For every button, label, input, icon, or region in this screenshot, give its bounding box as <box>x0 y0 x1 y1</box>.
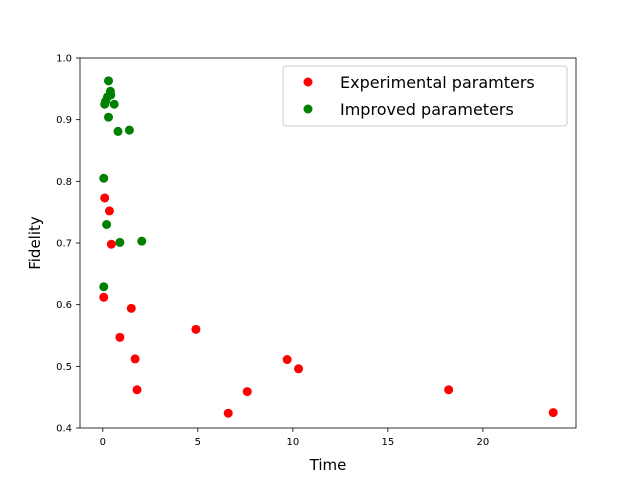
point-experimental <box>130 354 140 364</box>
y-tick-label: 0.4 <box>56 424 72 435</box>
point-experimental <box>294 364 304 374</box>
point-experimental <box>132 385 142 395</box>
y-tick-label: 0.6 <box>56 300 72 311</box>
points-layer <box>99 76 558 418</box>
point-experimental <box>100 193 110 203</box>
point-experimental <box>282 355 292 365</box>
point-experimental <box>191 324 201 334</box>
x-axis-label: Time <box>309 456 347 474</box>
x-tick-label: 0 <box>100 437 106 448</box>
point-improved <box>109 99 119 109</box>
point-improved <box>124 125 134 135</box>
legend-label-improved: Improved parameters <box>340 100 514 119</box>
point-experimental <box>242 387 252 397</box>
legend-marker-experimental <box>303 77 313 87</box>
y-tick-label: 0.9 <box>56 115 72 126</box>
point-improved <box>104 112 114 122</box>
point-improved <box>99 173 109 183</box>
y-tick-label: 1.0 <box>56 54 72 65</box>
point-experimental <box>223 408 233 418</box>
legend-label-experimental: Experimental paramters <box>340 73 535 92</box>
point-improved <box>99 282 109 292</box>
point-improved <box>104 76 114 86</box>
y-axis-ticks: 0.4 0.5 0.6 0.7 0.8 0.9 1.0 <box>56 54 80 435</box>
point-experimental <box>444 385 454 395</box>
point-improved <box>137 236 147 246</box>
legend-box <box>282 65 568 127</box>
point-improved <box>115 237 125 247</box>
point-improved <box>102 220 112 229</box>
x-axis-ticks: 0 5 10 15 20 <box>100 428 490 448</box>
y-tick-label: 0.8 <box>56 177 72 188</box>
legend-marker-improved <box>303 104 313 114</box>
y-tick-label: 0.7 <box>56 239 72 250</box>
legend: Experimental paramters Improved paramete… <box>282 65 568 127</box>
point-experimental <box>126 303 136 313</box>
point-experimental <box>106 239 116 249</box>
point-experimental <box>115 332 125 342</box>
point-improved <box>113 126 123 136</box>
x-tick-label: 15 <box>381 437 394 448</box>
x-tick-label: 5 <box>195 437 201 448</box>
point-experimental <box>548 408 558 418</box>
point-experimental <box>104 206 114 216</box>
y-axis-label: Fidelity <box>26 216 44 270</box>
y-tick-label: 0.5 <box>56 362 72 373</box>
point-experimental <box>99 292 109 302</box>
x-tick-label: 20 <box>477 437 490 448</box>
x-tick-label: 10 <box>286 437 299 448</box>
point-improved <box>106 90 116 100</box>
